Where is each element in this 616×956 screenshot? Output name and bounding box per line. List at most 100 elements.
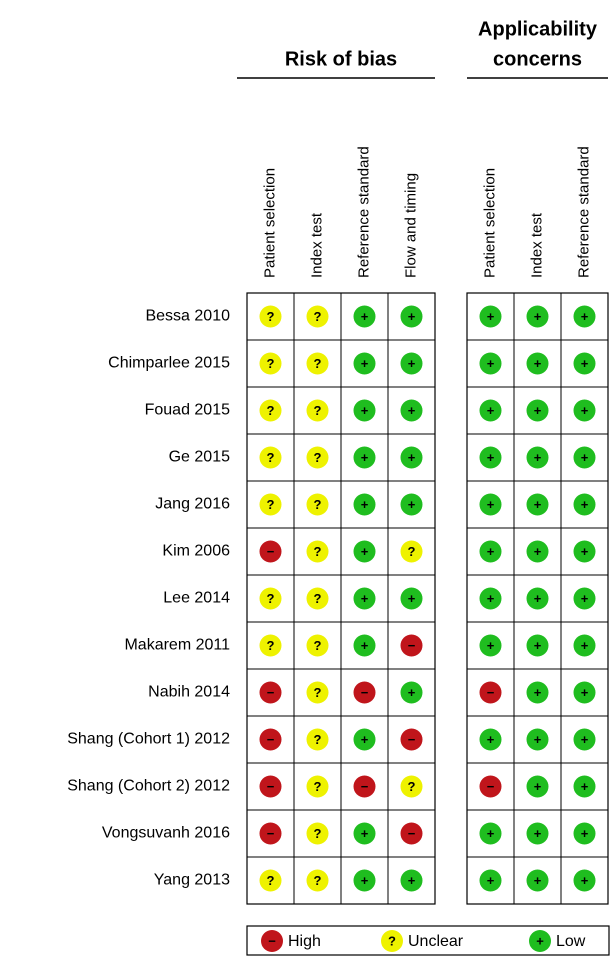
legend-label: High [288, 933, 321, 950]
rating-symbol: + [581, 732, 589, 747]
rating-icon [306, 587, 329, 610]
rating-symbol: + [534, 497, 542, 512]
rating-icon [573, 869, 596, 892]
rating-symbol: ? [314, 873, 322, 888]
rating-icon [306, 399, 329, 422]
rating-icon [479, 728, 502, 751]
rating-symbol: + [487, 826, 495, 841]
rating-symbol: + [408, 450, 416, 465]
rating-icon [259, 399, 282, 422]
rating-symbol: + [487, 544, 495, 559]
rating-icon [479, 493, 502, 516]
rating-symbol: + [361, 638, 369, 653]
rating-icon [526, 399, 549, 422]
rating-icon [479, 446, 502, 469]
rating-icon [400, 869, 423, 892]
rating-icon [400, 399, 423, 422]
rating-symbol: + [534, 779, 542, 794]
rating-icon [479, 305, 502, 328]
rating-symbol: + [534, 638, 542, 653]
rating-symbol: ? [267, 638, 275, 653]
rating-icon [479, 540, 502, 563]
rating-icon [306, 446, 329, 469]
rating-symbol: + [581, 309, 589, 324]
rating-icon [400, 822, 423, 845]
rating-symbol: ? [314, 732, 322, 747]
rating-icon [259, 352, 282, 375]
rating-icon [573, 446, 596, 469]
rating-symbol: + [534, 309, 542, 324]
rating-icon [400, 352, 423, 375]
rating-symbol: ? [314, 638, 322, 653]
rating-symbol: ? [267, 450, 275, 465]
rating-symbol: + [361, 732, 369, 747]
legend-label: Low [556, 933, 586, 950]
study-name: Chimparlee 2015 [108, 355, 230, 372]
rating-symbol: − [408, 732, 416, 747]
rating-symbol: + [581, 685, 589, 700]
rating-symbol: + [581, 826, 589, 841]
rating-symbol: + [487, 309, 495, 324]
rating-symbol: + [487, 873, 495, 888]
column-label: Index test [528, 212, 545, 278]
rating-icon [353, 493, 376, 516]
group-title: concerns [493, 48, 582, 70]
rating-symbol: + [408, 309, 416, 324]
rating-icon [306, 352, 329, 375]
rating-symbol: + [408, 685, 416, 700]
rating-symbol: + [487, 591, 495, 606]
rating-symbol: ? [314, 403, 322, 418]
rating-icon [306, 493, 329, 516]
rating-icon [526, 681, 549, 704]
rating-icon [306, 634, 329, 657]
rating-icon [353, 728, 376, 751]
rating-icon [353, 587, 376, 610]
rating-symbol: ? [314, 450, 322, 465]
rating-symbol: + [534, 403, 542, 418]
rating-icon [353, 634, 376, 657]
study-name: Shang (Cohort 1) 2012 [67, 731, 230, 748]
rating-icon [400, 446, 423, 469]
rating-icon [573, 305, 596, 328]
rating-icon [573, 493, 596, 516]
rating-icon [526, 728, 549, 751]
rating-icon [353, 540, 376, 563]
rating-symbol: + [361, 826, 369, 841]
rating-symbol: + [534, 544, 542, 559]
rating-symbol: − [267, 779, 275, 794]
rating-symbol: ? [267, 591, 275, 606]
rating-icon [400, 493, 423, 516]
rating-icon [400, 775, 423, 798]
legend-symbol: + [536, 933, 544, 948]
rating-symbol: + [534, 356, 542, 371]
study-name: Yang 2013 [154, 872, 230, 889]
study-name: Lee 2014 [163, 590, 230, 607]
rating-symbol: + [361, 497, 369, 512]
rating-symbol: + [361, 309, 369, 324]
rating-icon [526, 305, 549, 328]
rating-icon [400, 634, 423, 657]
rating-symbol: ? [267, 873, 275, 888]
rating-icon [259, 305, 282, 328]
rating-symbol: + [534, 873, 542, 888]
study-name: Vongsuvanh 2016 [102, 825, 230, 842]
rating-symbol: ? [267, 356, 275, 371]
legend-symbol: − [268, 933, 276, 948]
rating-symbol: + [408, 497, 416, 512]
legend-box [246, 925, 610, 956]
rating-icon [526, 352, 549, 375]
rating-symbol: + [534, 826, 542, 841]
rating-icon [400, 305, 423, 328]
rating-icon [259, 634, 282, 657]
rating-symbol: + [487, 497, 495, 512]
rating-icon [353, 399, 376, 422]
rating-symbol: + [361, 544, 369, 559]
rating-icon [306, 540, 329, 563]
column-label: Index test [308, 212, 325, 278]
rating-symbol: ? [408, 544, 416, 559]
grid-frame [466, 292, 609, 905]
rating-symbol: + [361, 873, 369, 888]
rating-symbol: + [581, 403, 589, 418]
rating-symbol: + [534, 685, 542, 700]
